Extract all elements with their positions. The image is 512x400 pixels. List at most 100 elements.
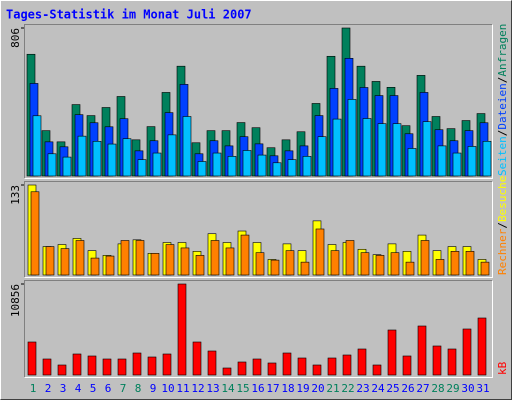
bar <box>227 156 237 177</box>
x-tick-label: 23 <box>356 382 369 395</box>
bar <box>300 261 310 276</box>
legend-separator: / <box>496 130 509 137</box>
bar <box>137 159 147 177</box>
bar <box>92 140 102 177</box>
legend: Seiten/Dateien/Anfragen <box>496 24 509 176</box>
bar <box>282 352 292 376</box>
bar <box>297 357 307 376</box>
bar <box>42 358 52 376</box>
bar <box>432 345 442 376</box>
bar <box>387 329 397 376</box>
x-tick-label: 25 <box>386 382 399 395</box>
bar <box>452 152 462 177</box>
bar <box>182 116 192 177</box>
panel-edge-dark <box>24 280 493 378</box>
x-tick-label: 18 <box>281 382 294 395</box>
bar <box>225 247 235 276</box>
bar <box>315 228 325 276</box>
x-tick-label: 29 <box>446 382 459 395</box>
bar <box>270 259 280 276</box>
bar <box>62 156 72 177</box>
bar <box>30 191 40 276</box>
panel-edge-dark <box>24 181 493 278</box>
bar <box>375 255 385 276</box>
bar <box>45 246 55 276</box>
bar <box>162 353 172 376</box>
legend-separator: / <box>496 222 509 229</box>
bar <box>180 247 190 276</box>
bar <box>465 251 475 276</box>
bar <box>90 257 100 276</box>
legend-entry: Seiten <box>496 136 509 176</box>
panel-edge-light <box>24 24 493 179</box>
bar <box>332 118 342 177</box>
bar <box>267 362 277 376</box>
x-tick-label: 7 <box>120 382 127 395</box>
bar <box>77 135 87 177</box>
x-tick-label: 28 <box>431 382 444 395</box>
bar <box>107 143 117 177</box>
legend: kB <box>496 361 509 375</box>
panel-edge-light <box>24 181 493 278</box>
x-tick-label: 10 <box>161 382 174 395</box>
chart-title: Tages-Statistik im Monat Juli 2007 <box>6 8 252 22</box>
bar <box>72 353 82 376</box>
bar <box>330 250 340 276</box>
bar <box>287 159 297 177</box>
bar <box>360 252 370 276</box>
bar <box>207 350 217 376</box>
bar <box>252 358 262 376</box>
bar <box>392 123 402 177</box>
bar <box>210 240 220 276</box>
bar <box>32 115 42 177</box>
bar <box>447 348 457 376</box>
legend-entry: Anfragen <box>496 24 509 77</box>
x-tick-label: 12 <box>191 382 204 395</box>
bar <box>192 341 202 376</box>
bar <box>462 328 472 376</box>
bar <box>150 253 160 276</box>
legend: Rechner/Besuche <box>496 176 509 275</box>
x-tick-label: 8 <box>135 382 142 395</box>
bar <box>437 145 447 177</box>
bar <box>102 358 112 376</box>
legend-separator: / <box>496 77 509 84</box>
bar <box>407 148 417 177</box>
bar <box>87 355 97 376</box>
legend-entry: kB <box>496 361 509 375</box>
bar <box>212 152 222 177</box>
x-tick-label: 20 <box>311 382 324 395</box>
bar <box>167 134 177 177</box>
x-tick-label: 6 <box>105 382 112 395</box>
bar <box>482 140 492 177</box>
bar <box>197 161 207 177</box>
bar <box>132 352 142 376</box>
panel-edge-light <box>24 280 493 378</box>
bar <box>285 250 295 276</box>
bar <box>177 283 187 376</box>
x-tick-label: 17 <box>266 382 279 395</box>
bar <box>222 367 232 376</box>
bar <box>372 364 382 376</box>
bar <box>435 259 445 276</box>
bar <box>120 240 130 276</box>
bar <box>135 240 145 276</box>
y-tick-label: 10856 <box>9 284 22 317</box>
bar <box>342 354 352 376</box>
bar <box>165 244 175 276</box>
x-tick-label: 5 <box>90 382 97 395</box>
x-tick-label: 4 <box>75 382 82 395</box>
x-tick-label: 21 <box>326 382 339 395</box>
bar <box>27 341 37 376</box>
bar <box>240 234 250 276</box>
bar <box>57 364 67 376</box>
x-tick-label: 2 <box>45 382 52 395</box>
x-tick-label: 14 <box>221 382 235 395</box>
bar <box>347 99 357 177</box>
x-tick-label: 3 <box>60 382 67 395</box>
x-tick-label: 13 <box>206 382 219 395</box>
x-tick-label: 19 <box>296 382 309 395</box>
bar <box>357 348 367 376</box>
